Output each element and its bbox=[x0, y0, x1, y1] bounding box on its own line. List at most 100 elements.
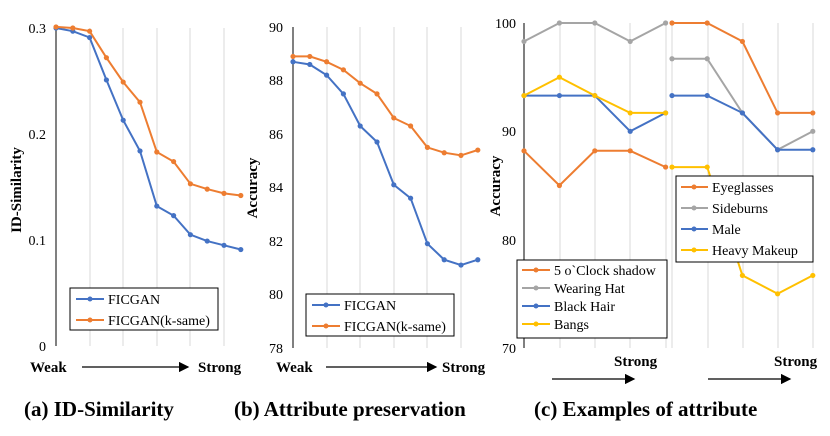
chart-c-left-data-point bbox=[592, 148, 598, 154]
chart-b-data-point bbox=[475, 147, 481, 153]
chart-c-right-plot-area bbox=[669, 20, 816, 297]
chart-b-ytick: 78 bbox=[269, 342, 283, 357]
chart-b-data-point bbox=[290, 59, 296, 65]
chart-c-right-data-point bbox=[739, 272, 746, 279]
chart-c-left-legend-label: Black Hair bbox=[554, 300, 615, 315]
chart-b-xlabel-weak: Weak bbox=[276, 360, 313, 376]
chart-c-left-data-point bbox=[556, 74, 563, 80]
chart-c-right-data-point bbox=[704, 56, 710, 62]
chart-c-right-legend-label: Heavy Makeup bbox=[712, 244, 798, 259]
chart-c-left-xlabel-strong: Strong bbox=[614, 354, 658, 370]
chart-b-legend-marker bbox=[323, 302, 329, 308]
chart-b-plot-area bbox=[290, 53, 481, 268]
chart-a-series-line bbox=[55, 25, 241, 197]
chart-c-right-legend-label: Male bbox=[712, 223, 741, 238]
chart-b-data-point bbox=[340, 91, 346, 97]
chart-c-left-data-point bbox=[556, 182, 563, 189]
chart-a-data-point bbox=[70, 25, 76, 31]
chart-c-ytick: 80 bbox=[502, 234, 516, 249]
chart-a-data-point bbox=[171, 158, 177, 165]
chart-c-left-data-point bbox=[556, 92, 563, 99]
chart-c-right-legend-label: Eyeglasses bbox=[712, 181, 773, 196]
chart-b-legend bbox=[305, 293, 455, 337]
chart-b-data-point bbox=[458, 152, 464, 158]
chart-attribute-preservation: 90 88 86 84 82 80 78 Accuracy FICGAN FIC… bbox=[245, 21, 486, 376]
chart-a-data-point bbox=[137, 148, 143, 154]
chart-c-left-data-point bbox=[627, 110, 633, 116]
chart-a-ylabel: ID-Similarity bbox=[9, 147, 25, 233]
chart-b-legend-label: FICGAN(k-same) bbox=[344, 320, 446, 335]
chart-a-legend-marker bbox=[87, 296, 93, 302]
chart-c-left-data-point bbox=[663, 164, 669, 170]
chart-c-left-data-point bbox=[627, 148, 633, 154]
chart-b-data-point bbox=[307, 53, 313, 60]
chart-b-ytick: 82 bbox=[269, 235, 283, 250]
chart-a-legend-label: FICGAN bbox=[108, 293, 160, 308]
chart-b-data-point bbox=[340, 67, 346, 73]
chart-c-ylabel: Accuracy bbox=[488, 155, 504, 216]
chart-c-left-legend-label: Wearing Hat bbox=[554, 282, 625, 297]
chart-b-data-point bbox=[441, 257, 447, 263]
chart-c-left-legend-label: Bangs bbox=[554, 318, 589, 333]
chart-a-legend-label: FICGAN(k-same) bbox=[108, 314, 210, 329]
chart-b-data-point bbox=[307, 61, 313, 68]
chart-a-ytick: 0.3 bbox=[29, 22, 47, 37]
chart-c-right-legend-marker bbox=[691, 226, 697, 232]
chart-b-data-point bbox=[357, 80, 363, 86]
chart-c-right-data-point bbox=[810, 110, 816, 116]
chart-b-data-point bbox=[391, 182, 397, 188]
chart-c-left-data-point bbox=[592, 92, 598, 99]
chart-c-right-data-point bbox=[739, 38, 746, 45]
chart-a-data-point bbox=[87, 28, 93, 34]
chart-b-legend-marker bbox=[323, 323, 329, 329]
chart-c-right-data-point bbox=[739, 110, 746, 116]
chart-a-data-point bbox=[87, 34, 93, 41]
chart-b-data-point bbox=[458, 262, 464, 268]
chart-a-data-point bbox=[120, 79, 126, 85]
chart-c-right-data-point bbox=[704, 164, 710, 170]
chart-a-data-point bbox=[103, 55, 109, 61]
chart-b-series-line bbox=[293, 55, 479, 157]
chart-b-legend-label: FICGAN bbox=[344, 299, 396, 314]
chart-b-data-point bbox=[408, 195, 414, 201]
chart-b-ytick: 86 bbox=[269, 128, 283, 143]
chart-c-left-data-point bbox=[663, 110, 669, 116]
chart-b-data-point bbox=[324, 72, 330, 78]
chart-c-right-legend bbox=[675, 175, 814, 263]
chart-a-legend-marker bbox=[87, 317, 93, 323]
chart-c-right-series-line bbox=[672, 22, 813, 114]
chart-c-left-data-point bbox=[521, 92, 527, 99]
chart-c-right-data-point bbox=[669, 20, 675, 26]
chart-c-left-legend-marker bbox=[533, 303, 539, 309]
chart-b-ytick: 88 bbox=[269, 74, 283, 89]
chart-c-right-data-point bbox=[704, 92, 710, 99]
chart-c-right-data-point bbox=[669, 92, 675, 99]
chart-a-data-point bbox=[187, 232, 193, 238]
chart-c-right-data-point bbox=[775, 291, 781, 297]
chart-b-data-point bbox=[441, 150, 447, 156]
chart-a-xlabel-strong: Strong bbox=[198, 360, 242, 376]
caption-a: (a) ID-Similarity bbox=[24, 397, 174, 421]
chart-a-data-point bbox=[221, 190, 227, 196]
chart-c-left-plot-area bbox=[521, 20, 669, 189]
chart-c-right-data-point bbox=[775, 110, 781, 116]
chart-a-data-point bbox=[103, 77, 109, 83]
chart-b-data-point bbox=[374, 139, 380, 145]
chart-b-ytick: 84 bbox=[269, 181, 283, 196]
chart-a-data-point bbox=[204, 186, 210, 192]
chart-b-data-point bbox=[324, 59, 330, 65]
chart-c-right-xlabel-strong: Strong bbox=[774, 354, 818, 370]
chart-c-right-legend-marker bbox=[691, 247, 697, 253]
chart-a-ytick: 0.2 bbox=[29, 128, 47, 143]
chart-b-data-point bbox=[391, 115, 397, 121]
chart-c-right-data-point bbox=[810, 147, 816, 153]
chart-a-data-point bbox=[154, 203, 160, 209]
chart-b-data-point bbox=[374, 91, 380, 97]
chart-c-right-data-point bbox=[669, 56, 675, 62]
chart-a-data-point bbox=[187, 181, 193, 187]
caption-c: (c) Examples of attribute bbox=[534, 397, 757, 421]
chart-c-left-data-point bbox=[663, 20, 669, 26]
chart-a-data-point bbox=[221, 242, 227, 248]
chart-b-data-point bbox=[424, 241, 430, 247]
